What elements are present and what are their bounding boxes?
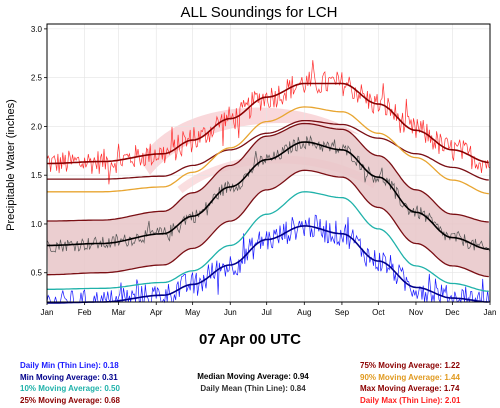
chart-title: ALL Soundings for LCH — [180, 4, 337, 21]
legend-label: 75% Moving Average: — [360, 361, 445, 370]
series-p75_mov — [47, 122, 489, 223]
legend-right: 75% Moving Average: 1.22 90% Moving Avera… — [360, 360, 460, 406]
legend-value: 0.84 — [290, 383, 306, 393]
x-tick-label: Nov — [409, 308, 423, 317]
y-tick-label: 1.0 — [31, 220, 43, 229]
legend-label: Min Moving Average: — [20, 372, 103, 382]
legend-entry: Daily Min (Thin Line): 0.18 — [20, 360, 120, 372]
x-tick-labels: Jan Feb Mar Apr May Jun Jul Aug Sep Oct Nov Dec Jan — [41, 302, 497, 317]
x-tick-label: Apr — [150, 308, 163, 317]
series-daily_max_thin — [46, 60, 491, 185]
daily-thin-lines — [46, 60, 491, 304]
legend-label: 90% Moving Average: — [360, 372, 445, 382]
legend-left: Daily Min (Thin Line): 0.18 Min Moving Av… — [20, 360, 120, 406]
interquartile-band — [47, 123, 490, 277]
series-p10_mov — [47, 191, 489, 292]
legend-entry: Median Moving Average: 0.94 — [168, 371, 338, 383]
legend-entry: Max Moving Average: 1.74 — [360, 383, 460, 395]
legend-entry: 90% Moving Average: 1.44 — [360, 372, 460, 384]
series-daily_max_mov — [47, 82, 489, 165]
legend-label: Median Moving Average: — [197, 372, 294, 381]
series-min_mov — [47, 225, 489, 304]
legend-value: 0.50 — [104, 384, 120, 393]
legend-label: Daily Max (Thin Line): — [360, 395, 445, 405]
legend-label: Daily Min (Thin Line): — [20, 361, 104, 370]
legend-label: Max Moving Average: — [360, 384, 444, 393]
plot-frame — [46, 23, 491, 303]
legend-entry: Daily Max (Thin Line): 2.01 — [360, 395, 460, 407]
x-tick-label: Jan — [484, 308, 497, 317]
x-tick-label: Oct — [372, 308, 385, 317]
legend-value: 1.74 — [443, 384, 460, 393]
y-tick-label: 0.5 — [31, 269, 43, 278]
x-tick-label: Sep — [335, 308, 350, 317]
plot-border — [46, 23, 491, 303]
legend-value: 1.22 — [444, 361, 460, 370]
legend-label: 25% Moving Average: — [20, 395, 105, 405]
y-tick-label: 2.5 — [31, 74, 43, 83]
moving-average-lines — [47, 82, 489, 304]
legend-label: 10% Moving Average: — [20, 384, 105, 393]
y-tick-label: 3.0 — [31, 25, 43, 34]
x-tick-label: Mar — [112, 308, 126, 317]
y-tick-labels: 0.5 1.0 1.5 2.0 2.5 3.0 — [31, 25, 47, 278]
series-max_mov — [47, 119, 489, 181]
selected-time: 07 Apr 00 UTC — [199, 331, 301, 348]
x-tick-label: Dec — [445, 308, 459, 317]
legend-entry: Min Moving Average: 0.31 — [20, 372, 120, 384]
x-tick-label: Jan — [41, 308, 54, 317]
x-tick-label: Feb — [78, 308, 92, 317]
legend-entry: Daily Mean (Thin Line): 0.84 — [168, 383, 338, 395]
legend-entry: 10% Moving Average: 0.50 — [20, 383, 120, 395]
x-tick-label: Jun — [224, 308, 237, 317]
y-tick-label: 2.0 — [31, 122, 43, 131]
legend-value: 0.18 — [103, 361, 119, 370]
series-max90_mov — [47, 106, 489, 195]
legend-entry: 25% Moving Average: 0.68 — [20, 395, 120, 407]
legend-value: 2.01 — [444, 395, 461, 405]
legend-value: 0.68 — [104, 395, 120, 405]
y-axis-label: Precipitable Water (inches) — [5, 99, 17, 231]
legend-middle: Median Moving Average: 0.94 Daily Mean (T… — [168, 371, 338, 394]
series-daily_min_thin — [46, 214, 491, 304]
legend-entry: 75% Moving Average: 1.22 — [360, 360, 460, 372]
watermark-swoosh — [140, 107, 360, 175]
band-25-75 — [47, 123, 490, 277]
legend-label: Daily Mean (Thin Line): — [200, 383, 291, 393]
x-tick-label: May — [185, 308, 200, 317]
y-tick-label: 1.5 — [31, 171, 43, 180]
series-median_mov — [47, 141, 489, 251]
legend-value: 1.44 — [444, 372, 460, 382]
series-daily_mean_thin — [46, 135, 491, 253]
series-p25_mov — [47, 169, 489, 278]
legend-value: 0.94 — [293, 372, 309, 381]
x-tick-label: Jul — [262, 308, 272, 317]
x-tick-label: Aug — [297, 308, 311, 317]
legend-value: 0.31 — [102, 372, 118, 382]
